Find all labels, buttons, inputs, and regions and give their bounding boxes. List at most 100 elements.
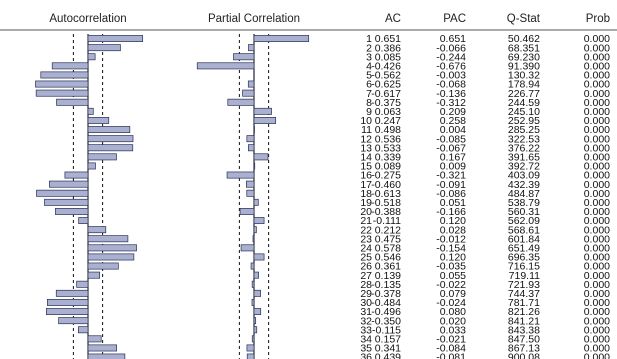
prob-value: 0.000 [584, 97, 610, 109]
lag-label: 34 [360, 333, 372, 345]
prob-value: 0.000 [584, 306, 610, 318]
ac-value: 0.386 [375, 42, 401, 54]
prob-value: 0.000 [584, 315, 610, 327]
pac-value: -0.085 [436, 133, 466, 145]
pac-bar [251, 299, 255, 306]
ac-bar [49, 180, 89, 188]
pac-value: -0.166 [436, 206, 466, 218]
q-stat-value: 867.13 [508, 343, 540, 355]
ac-bar [58, 317, 89, 325]
q-stat-value: 601.84 [508, 233, 540, 245]
pac-value: 0.120 [440, 252, 466, 264]
prob-value: 0.000 [584, 242, 610, 254]
q-stat-value: 900.08 [508, 352, 540, 359]
q-stat-value: 226.77 [508, 88, 540, 100]
q-stat-value: 841.21 [508, 315, 540, 327]
lag-label: 35 [360, 343, 372, 355]
ac-bar [87, 144, 134, 152]
ac-value: 0.089 [375, 161, 401, 173]
lag-label: 20 [360, 206, 372, 218]
q-stat-value: 285.25 [508, 124, 540, 136]
lag-label: 9 [366, 106, 372, 118]
lag-label: 21 [360, 215, 372, 227]
prob-value: 0.000 [584, 343, 610, 355]
pac-value: 0.167 [440, 151, 466, 163]
prob-value: 0.000 [584, 352, 610, 359]
prob-value: 0.000 [584, 124, 610, 136]
ac-bar [35, 89, 89, 97]
q-stat-value: 178.94 [508, 79, 540, 91]
q-stat-value: 391.65 [508, 151, 540, 163]
pac-bar [250, 262, 255, 270]
ac-value: 0.361 [375, 261, 401, 273]
pac-value: 0.051 [440, 197, 466, 209]
lag-label: 2 [366, 42, 372, 54]
pac-value: 0.080 [440, 306, 466, 318]
ac-value: -0.135 [371, 279, 401, 291]
q-stat-value: 50.462 [508, 33, 540, 45]
prob-value: 0.000 [584, 151, 610, 163]
prob-value: 0.000 [584, 333, 610, 345]
q-stat-value: 562.09 [508, 215, 540, 227]
pac-bar [246, 180, 255, 188]
ac-bar [76, 280, 89, 288]
ac-bar [87, 153, 117, 161]
ac-bar [35, 80, 89, 88]
ac-bar [64, 171, 89, 179]
lag-label: 23 [360, 233, 372, 245]
ac-value: -0.388 [371, 206, 401, 218]
ac-value: -0.115 [372, 324, 401, 336]
pac-value: 0.004 [440, 124, 466, 136]
prob-value: 0.000 [584, 188, 610, 200]
ac-value: 0.498 [375, 124, 401, 136]
pac-bar [253, 253, 265, 261]
ac-bar [87, 271, 101, 279]
q-stat-value: 252.95 [508, 115, 540, 127]
q-stat-value: 538.79 [508, 197, 540, 209]
q-stat-value: 244.59 [508, 97, 540, 109]
ac-value: -0.518 [371, 197, 401, 209]
pac-bar [246, 189, 255, 197]
lag-label: 5 [366, 70, 372, 82]
lag-label: 25 [360, 252, 372, 264]
q-stat-value: 651.49 [508, 242, 540, 254]
pac-value: -0.676 [436, 60, 466, 72]
prob-value: 0.000 [584, 279, 610, 291]
prob-value: 0.000 [584, 324, 610, 336]
ac-value: -0.350 [371, 315, 401, 327]
pac-bar [253, 198, 259, 206]
pac-value: 0.651 [440, 33, 466, 45]
pac-value: 0.055 [440, 270, 466, 282]
pac-value: -0.086 [436, 188, 466, 200]
ac-bar [78, 217, 89, 224]
pac-bar [240, 244, 255, 252]
lag-label: 6 [366, 79, 372, 91]
pac-value: -0.068 [436, 79, 466, 91]
prob-value: 0.000 [584, 197, 610, 209]
lag-label: 11 [361, 124, 372, 136]
ac-value: 0.578 [375, 242, 401, 254]
ac-bar [45, 308, 89, 316]
pac-value: 0.258 [440, 115, 466, 127]
pac-value: -0.012 [436, 233, 466, 245]
pac-value: 0.028 [440, 224, 466, 236]
lag-label: 32 [360, 315, 372, 327]
ac-bar [87, 135, 134, 143]
header-q-stat: Q-Stat [507, 13, 541, 25]
q-stat-value: 744.37 [508, 288, 540, 300]
pac-bar [248, 44, 255, 52]
q-stat-value: 69.230 [508, 51, 540, 63]
q-stat-value: 403.09 [508, 170, 540, 182]
header-prob: Prob [586, 13, 610, 25]
ac-value: 0.063 [375, 106, 401, 118]
pac-bar [251, 335, 255, 343]
pac-value: -0.024 [436, 297, 466, 309]
prob-value: 0.000 [584, 115, 610, 127]
pac-value: -0.084 [436, 343, 466, 355]
prob-value: 0.000 [584, 79, 610, 91]
pac-bar [247, 80, 255, 88]
pac-value: -0.154 [436, 242, 466, 254]
pac-bar [246, 344, 255, 352]
pac-bar [253, 71, 255, 79]
lag-label: 8 [366, 97, 372, 109]
